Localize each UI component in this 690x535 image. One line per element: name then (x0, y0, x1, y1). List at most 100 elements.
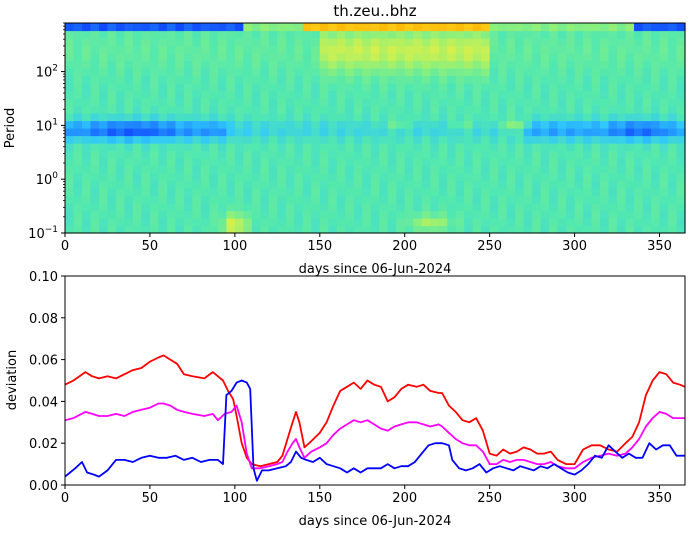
heatmap-cell (625, 38, 635, 47)
heatmap-cell (583, 218, 593, 227)
heatmap-cell (90, 143, 100, 152)
heatmap-cell (549, 45, 559, 54)
heatmap-cell (549, 203, 559, 212)
heatmap-cell (566, 128, 576, 137)
heatmap-cell (107, 113, 117, 122)
heatmap-cell (234, 83, 244, 92)
heatmap-cell (396, 195, 406, 204)
heatmap-cell (668, 218, 678, 227)
heatmap-cell (277, 225, 287, 234)
heatmap-cell (421, 120, 431, 129)
heatmap-cell (387, 60, 397, 69)
heatmap-cell (149, 218, 160, 227)
heatmap-cell (455, 53, 465, 62)
heatmap-cell (115, 143, 126, 152)
heatmap-cell (345, 60, 355, 69)
heatmap-cell (277, 195, 287, 204)
heatmap-cell (277, 135, 287, 144)
heatmap-cell (98, 150, 109, 159)
heatmap-cell (234, 173, 244, 182)
heatmap-x-tick-label: 0 (61, 239, 69, 254)
heatmap-cell (447, 188, 457, 197)
heatmap-cell (532, 120, 542, 129)
heatmap-cell (668, 195, 678, 204)
heatmap-cell (566, 143, 576, 152)
heatmap-cell (243, 68, 253, 77)
heatmap-cell (379, 218, 389, 227)
heatmap-cell (566, 180, 576, 189)
heatmap-cell (319, 225, 329, 234)
heatmap-cell (583, 90, 593, 99)
heatmap-cell (98, 218, 109, 227)
heatmap-cell (396, 218, 406, 227)
heatmap-cell (523, 188, 533, 197)
heatmap-x-tick-label: 250 (477, 239, 502, 254)
heatmap-cell (81, 60, 92, 69)
heatmap-cell (523, 225, 533, 234)
heatmap-cell (115, 128, 126, 137)
heatmap-cell (464, 128, 474, 137)
line-x-ticks: 0 50 100 150 200 250 300 350 (61, 485, 672, 506)
heatmap-cell (404, 105, 414, 114)
heatmap-cell (175, 210, 185, 219)
heatmap-cell (489, 210, 499, 219)
heatmap-cell (175, 158, 185, 167)
heatmap-cell (498, 30, 508, 39)
heatmap-cell (540, 30, 550, 39)
heatmap-cell (608, 83, 618, 92)
heatmap-cell (336, 180, 346, 189)
heatmap-cell (336, 143, 346, 152)
heatmap-cell (404, 188, 414, 197)
heatmap-cell (370, 158, 380, 167)
heatmap-cell (362, 98, 372, 107)
heatmap-cell (132, 38, 143, 47)
heatmap-cell (617, 210, 627, 219)
heatmap-cell (404, 180, 414, 189)
heatmap-cell (574, 195, 584, 204)
heatmap-cell (149, 45, 160, 54)
heatmap-cell (413, 75, 423, 84)
heatmap-cell (328, 90, 338, 99)
heatmap-cell (506, 23, 516, 32)
heatmap-cell (336, 83, 346, 92)
heatmap-cell (234, 143, 244, 152)
heatmap-cell (676, 165, 686, 174)
heatmap-cell (200, 30, 210, 39)
heatmap-cell (251, 83, 261, 92)
heatmap-cell (124, 23, 134, 32)
heatmap-cell (243, 30, 253, 39)
heatmap-cell (217, 105, 227, 114)
heatmap-cell (515, 225, 525, 234)
heatmap-cell (515, 195, 525, 204)
heatmap-cell (583, 150, 593, 159)
heatmap-cell (311, 203, 321, 212)
heatmap-cell (158, 38, 168, 47)
heatmap-cell (583, 158, 593, 167)
heatmap-cell (625, 105, 635, 114)
heatmap-cell (659, 135, 669, 144)
heatmap-cell (328, 45, 338, 54)
heatmap-cell (336, 188, 346, 197)
heatmap-cell (583, 120, 593, 129)
heatmap-cell (625, 68, 635, 77)
heatmap-cell (489, 113, 499, 122)
heatmap-cell (617, 203, 627, 212)
heatmap-cell (65, 98, 75, 107)
line-frame (64, 275, 686, 486)
heatmap-cell (591, 143, 601, 152)
heatmap-cell (668, 53, 678, 62)
heatmap-cell (549, 113, 559, 122)
heatmap-cell (617, 150, 627, 159)
heatmap-cell (124, 30, 134, 39)
heatmap-cell (158, 143, 168, 152)
heatmap-cell (353, 83, 363, 92)
heatmap-cell (430, 188, 440, 197)
heatmap-cell (345, 120, 355, 129)
heatmap-cell (285, 210, 295, 219)
heatmap-cell (183, 38, 193, 47)
heatmap-cell (243, 98, 253, 107)
heatmap-cell (175, 225, 185, 234)
heatmap-cell (192, 83, 202, 92)
heatmap-cell (523, 158, 533, 167)
heatmap-cell (574, 135, 584, 144)
